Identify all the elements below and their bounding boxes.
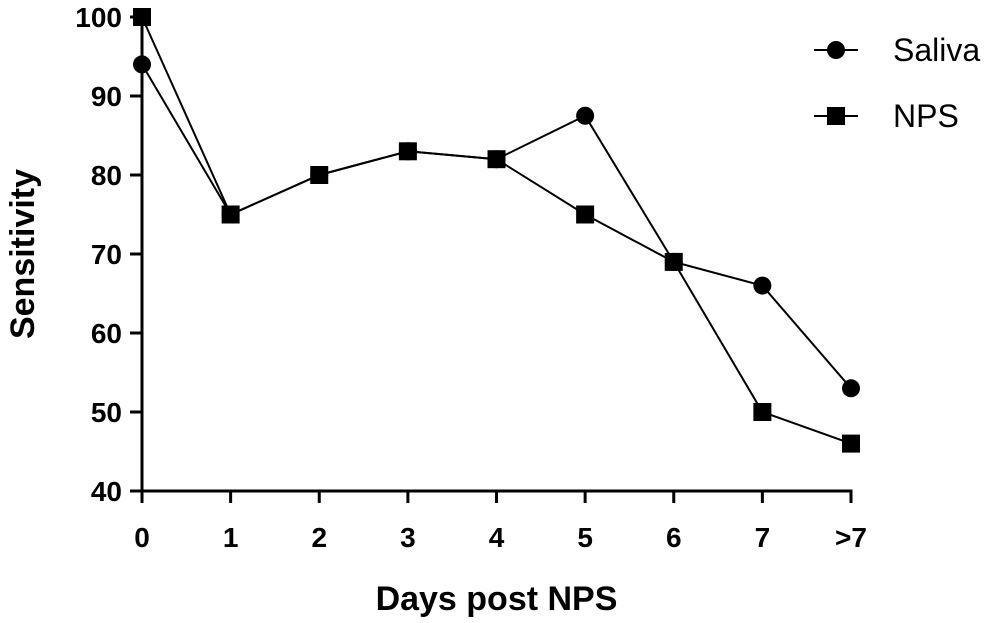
data-point-nps-1	[221, 205, 240, 224]
y-tick-label: 80	[91, 160, 122, 191]
y-axis-title: Sensitivity	[4, 169, 42, 339]
data-point-nps-5	[576, 205, 595, 224]
data-point-saliva-7	[842, 379, 860, 398]
x-tick-label: 7	[755, 522, 771, 553]
y-tick-label: 40	[91, 476, 122, 507]
data-point-nps-2	[310, 166, 329, 184]
x-tick-label: 1	[223, 522, 239, 553]
x-axis-title: Days post NPS	[376, 580, 618, 618]
legend-item-saliva: Saliva	[814, 32, 980, 68]
x-tick-label: >7	[835, 522, 867, 553]
y-tick-label: 90	[91, 81, 122, 112]
x-tick-label: 2	[311, 522, 327, 553]
x-tick-label: 3	[400, 522, 416, 553]
data-point-nps-0	[133, 8, 151, 26]
data-point-nps-7	[842, 434, 860, 453]
series-points-nps	[133, 8, 860, 453]
series-points-saliva	[133, 55, 860, 398]
x-tick-label: 0	[134, 522, 150, 553]
data-point-nps-3	[398, 142, 417, 161]
data-point-saliva-7	[753, 276, 772, 295]
axes: 40 50 60 70 80 90 100 0 1 2 3 4 5 6 7 >7	[75, 2, 867, 553]
y-tick-label: 70	[91, 239, 122, 270]
data-point-nps-7	[753, 403, 772, 421]
series-line-saliva	[141, 63, 852, 389]
y-tick-label: 50	[91, 397, 122, 428]
y-tick-label: 100	[75, 2, 122, 33]
series-saliva	[141, 63, 852, 389]
x-axis-ticks: 0 1 2 3 4 5 6 7 >7	[134, 491, 867, 553]
legend-label-nps: NPS	[893, 98, 959, 134]
data-point-nps-4	[487, 150, 506, 169]
series-line-nps	[141, 16, 852, 445]
y-tick-label: 60	[91, 318, 122, 349]
legend: Saliva NPS	[814, 32, 980, 134]
data-point-nps-6	[664, 252, 683, 271]
legend-label-saliva: Saliva	[893, 32, 980, 68]
data-point-saliva-5	[576, 106, 595, 125]
data-series	[133, 8, 860, 453]
legend-item-nps: NPS	[814, 98, 959, 134]
x-tick-label: 4	[489, 522, 505, 553]
x-tick-label: 5	[577, 522, 593, 553]
series-nps	[141, 16, 852, 445]
y-axis-ticks: 40 50 60 70 80 90 100	[75, 2, 142, 507]
legend-marker-saliva	[827, 41, 845, 59]
x-tick-label: 6	[666, 522, 682, 553]
data-point-saliva-0	[133, 55, 151, 74]
legend-marker-nps	[827, 107, 845, 125]
